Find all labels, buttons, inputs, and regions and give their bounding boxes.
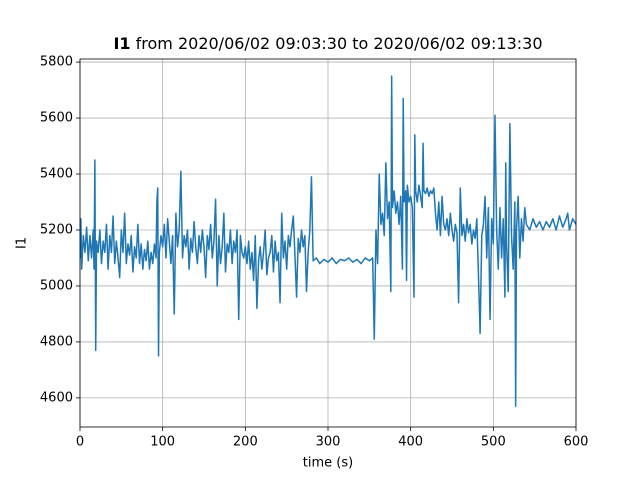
- x-axis-label: time (s): [303, 456, 353, 471]
- x-tick-label: 500: [481, 435, 506, 450]
- x-tick-label: 400: [398, 435, 423, 450]
- chart-title: I1 from 2020/06/02 09:03:30 to 2020/06/0…: [113, 34, 542, 53]
- axes-frame: [79, 58, 577, 428]
- x-tick-label: 300: [316, 435, 341, 450]
- x-tick-label: 200: [233, 435, 258, 450]
- x-tick-label: 600: [564, 435, 589, 450]
- y-tick-label: 5400: [40, 167, 73, 182]
- y-tick-label: 5200: [40, 222, 73, 237]
- data-line: [80, 75, 576, 408]
- title-bold: I1: [113, 34, 130, 53]
- x-tick-label: 100: [150, 435, 175, 450]
- y-tick-label: 5600: [40, 111, 73, 126]
- y-tick-label: 5800: [40, 55, 73, 70]
- y-tick-label: 4800: [40, 334, 73, 349]
- title-rest: from 2020/06/02 09:03:30 to 2020/06/02 0…: [136, 34, 543, 53]
- y-axis-label: I1: [15, 237, 30, 249]
- y-tick-label: 5000: [40, 278, 73, 293]
- x-tick-label: 0: [76, 435, 84, 450]
- y-tick-label: 4600: [40, 390, 73, 405]
